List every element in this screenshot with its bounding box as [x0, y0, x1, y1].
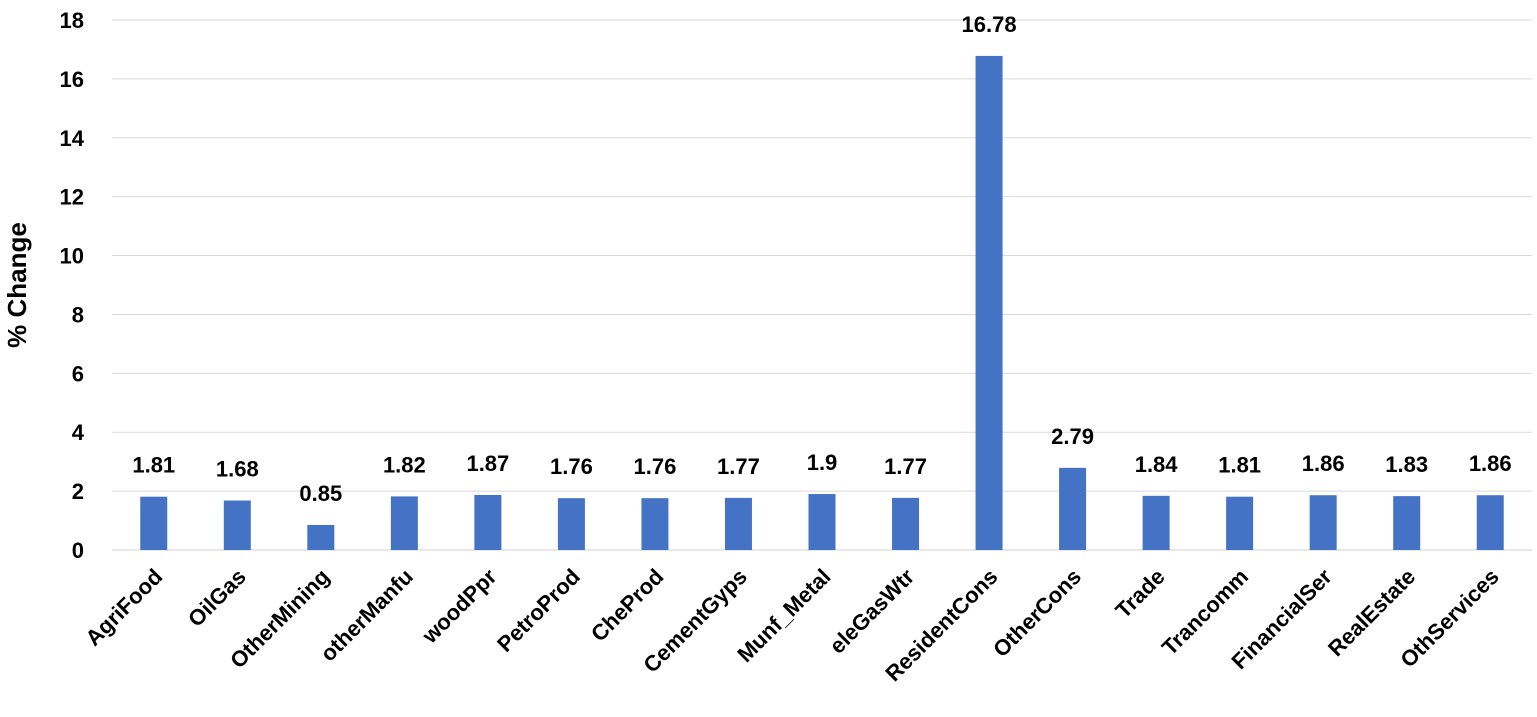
data-label: 1.83 [1385, 452, 1428, 477]
y-axis-label: % Change [2, 222, 32, 348]
y-tick-label: 8 [72, 302, 84, 327]
data-label: 0.85 [299, 481, 342, 506]
x-tick-label: AgriFood [80, 564, 167, 651]
x-tick-label: OilGas [183, 564, 251, 632]
y-tick-label: 12 [60, 185, 84, 210]
bar [1226, 496, 1254, 550]
bar [1309, 495, 1337, 550]
y-tick-label: 4 [72, 420, 85, 445]
bar [641, 498, 669, 550]
bar [1142, 495, 1170, 550]
bar [1476, 495, 1504, 550]
data-label: 1.81 [132, 453, 175, 478]
y-tick-label: 2 [72, 479, 84, 504]
x-tick-label: OtherCons [988, 564, 1086, 662]
bars [140, 55, 1504, 551]
bar [1393, 496, 1421, 550]
y-tick-label: 6 [72, 361, 84, 386]
data-label: 1.76 [634, 454, 677, 479]
data-label: 1.84 [1135, 452, 1179, 477]
bar [307, 524, 335, 550]
y-tick-label: 18 [60, 8, 84, 33]
y-tick-label: 16 [60, 67, 84, 92]
bar [724, 497, 752, 550]
data-label: 16.78 [962, 12, 1017, 37]
data-label: 2.79 [1051, 424, 1094, 449]
gridlines [112, 19, 1532, 551]
data-label: 1.81 [1218, 453, 1261, 478]
data-label: 1.77 [884, 454, 927, 479]
y-tick-label: 14 [60, 126, 85, 151]
bar [808, 494, 836, 550]
data-labels: 1.81 1.68 0.85 1.82 1.87 1.76 1.76 1.77 1.9 1.77 1… [132, 12, 1511, 506]
data-label: 1.87 [466, 451, 509, 476]
data-label: 1.76 [550, 454, 593, 479]
data-label: 1.82 [383, 452, 426, 477]
data-label: 1.86 [1302, 451, 1345, 476]
data-label: 1.77 [717, 454, 760, 479]
bar [557, 498, 585, 550]
bar [140, 496, 168, 550]
data-label: 1.9 [807, 450, 838, 475]
bar [390, 496, 418, 550]
bar [975, 55, 1003, 551]
bar [223, 500, 251, 550]
y-tick-label: 10 [60, 244, 84, 269]
x-tick-label: woodPpr [416, 564, 501, 649]
y-axis-ticks: 0 2 4 6 8 10 12 14 16 18 [60, 8, 85, 563]
x-tick-label: PetroProd [492, 564, 585, 657]
bar [892, 497, 920, 550]
bar [1059, 467, 1087, 550]
data-label: 1.68 [216, 457, 259, 482]
data-label: 1.86 [1469, 451, 1512, 476]
y-tick-label: 0 [72, 538, 84, 563]
x-tick-label: CheProd [586, 564, 669, 647]
bar [474, 494, 502, 550]
x-tick-label: Trade [1110, 564, 1169, 623]
